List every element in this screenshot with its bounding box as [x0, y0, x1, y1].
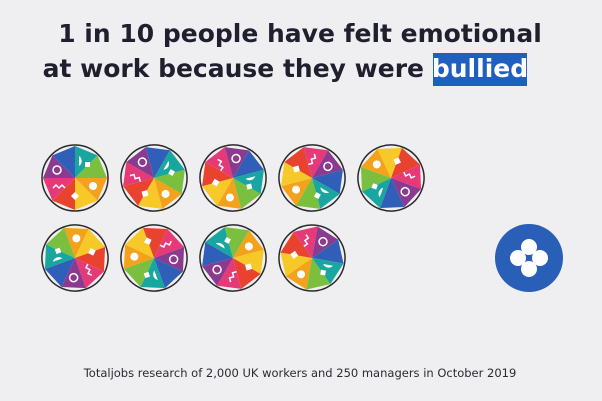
highlight-word: bullied: [432, 54, 528, 83]
person-icon: [266, 132, 358, 224]
person-icon: [273, 219, 351, 297]
person-icon: [191, 136, 275, 220]
title-line: at work because they were: [43, 54, 424, 83]
person-icon: [347, 134, 435, 222]
title-line: 1 in 10 people have felt emotional: [58, 19, 542, 48]
highlight-icon: [495, 224, 563, 292]
person-icon: [31, 214, 119, 302]
footnote: Totaljobs research of 2,000 UK workers a…: [83, 366, 517, 380]
person-icon: [187, 212, 279, 304]
icon-grid: [31, 132, 563, 304]
highlight-box: [433, 53, 527, 86]
person-icon: [110, 214, 198, 302]
person-icon: [108, 132, 200, 224]
person-icon: [41, 144, 109, 212]
